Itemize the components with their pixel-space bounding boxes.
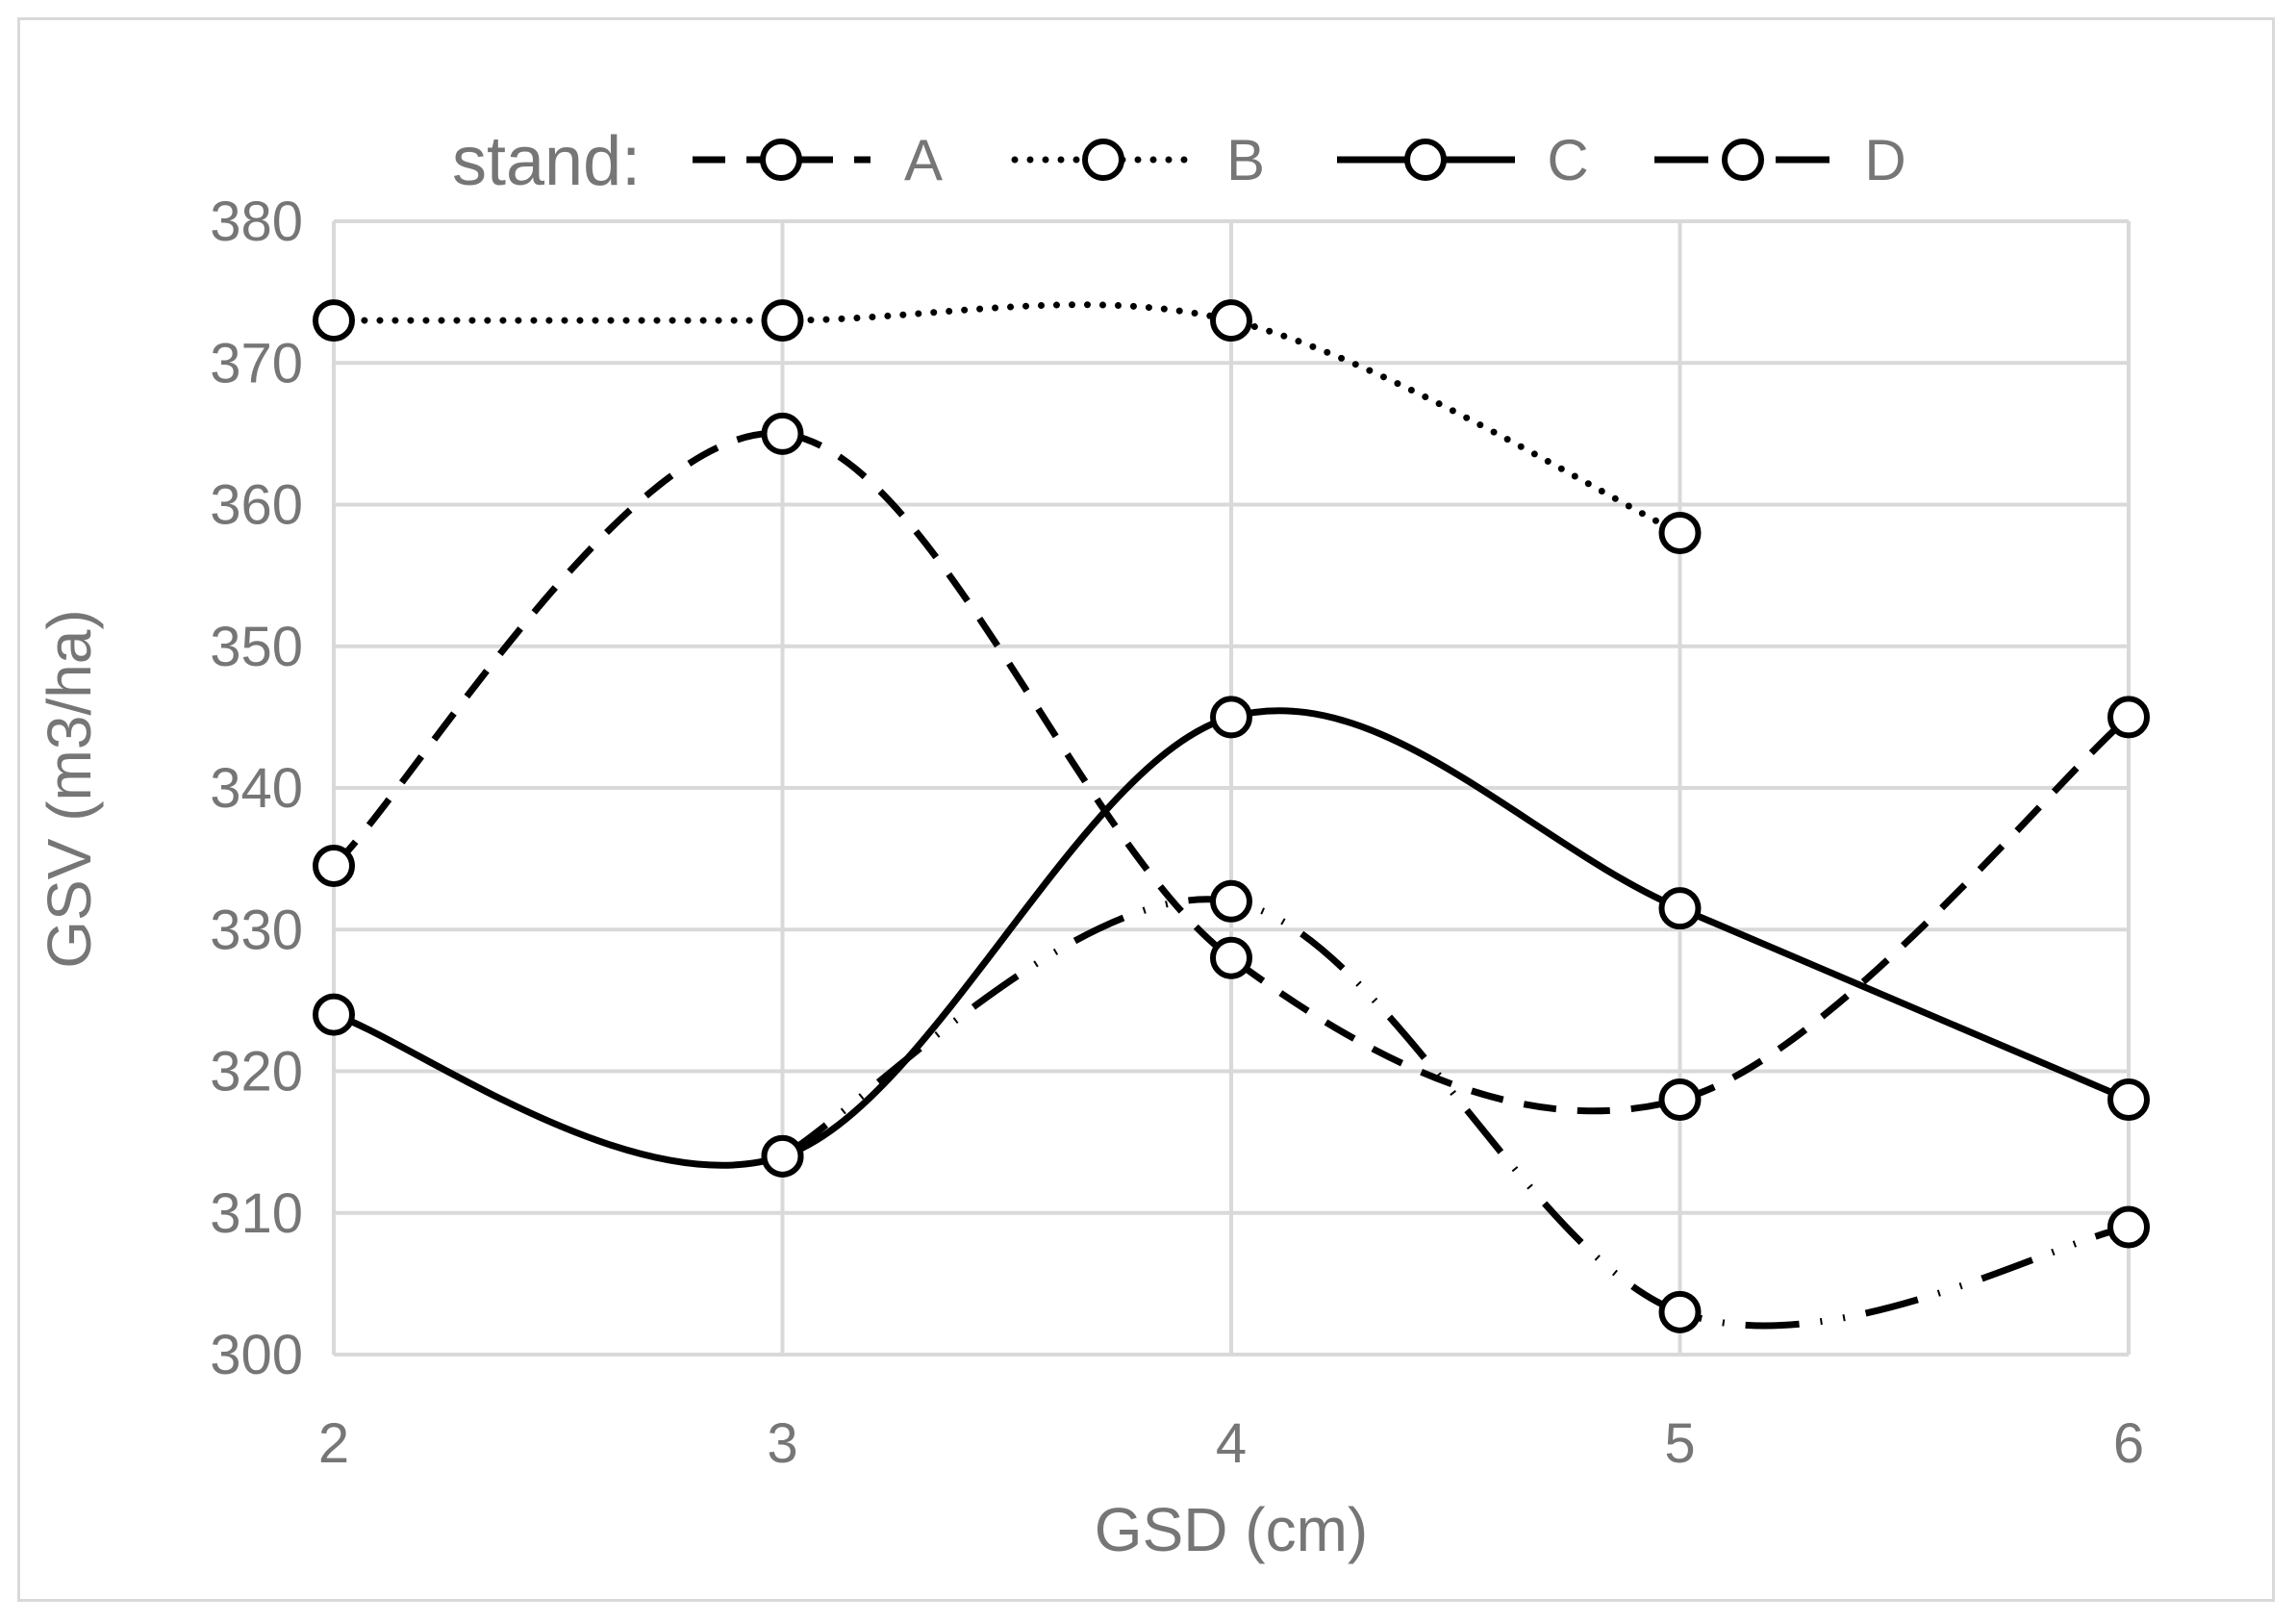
x-tick-label: 6 xyxy=(2113,1412,2144,1475)
x-tick-label: 3 xyxy=(767,1412,797,1475)
legend-marker-b xyxy=(1082,139,1124,181)
legend-label-c: C xyxy=(1547,128,1588,192)
legend-marker-c xyxy=(1404,139,1447,181)
legend-label-b: B xyxy=(1226,128,1265,192)
series-markers xyxy=(313,299,2150,1333)
series-line-b xyxy=(330,301,1683,537)
marker-b xyxy=(1658,511,1702,554)
marker-a xyxy=(761,412,804,455)
grid xyxy=(332,219,2131,1357)
marker-c xyxy=(1210,696,1252,739)
x-tick-label: 4 xyxy=(1216,1412,1247,1475)
marker-c xyxy=(1658,887,1702,930)
marker-a xyxy=(1658,1078,1702,1121)
marker-d xyxy=(761,1134,804,1178)
marker-d xyxy=(1210,879,1252,923)
y-tick-label: 350 xyxy=(210,616,303,678)
marker-c xyxy=(313,993,355,1036)
legend-marker-d xyxy=(1722,139,1764,181)
marker-a xyxy=(1210,936,1252,979)
legend-label-d: D xyxy=(1864,128,1905,192)
y-tick-label: 360 xyxy=(210,474,303,537)
y-tick-label: 340 xyxy=(210,757,303,820)
marker-a xyxy=(313,844,355,887)
chart-frame xyxy=(17,17,2275,1602)
series-line-a xyxy=(331,430,2132,1115)
marker-a xyxy=(2107,696,2150,739)
marker-b xyxy=(313,299,355,342)
marker-d xyxy=(2107,1205,2150,1249)
legend-label-a: A xyxy=(904,128,943,192)
tick-labels: 300 310 320 330 340 350 360 370 380 2 3 4 5 6 xyxy=(210,190,2144,1475)
marker-b xyxy=(1210,299,1252,342)
y-tick-label: 330 xyxy=(210,899,303,961)
y-tick-label: 300 xyxy=(210,1324,303,1386)
y-tick-label: 370 xyxy=(210,332,303,394)
x-tick-label: 5 xyxy=(1664,1412,1695,1475)
marker-c xyxy=(2107,1078,2150,1121)
y-tick-label: 380 xyxy=(210,190,303,253)
x-tick-label: 2 xyxy=(318,1412,349,1475)
legend: stand: A B C D xyxy=(452,123,1906,200)
series-line-d xyxy=(780,896,2130,1330)
y-tick-label: 310 xyxy=(210,1182,303,1245)
marker-b xyxy=(761,299,804,342)
y-tick-label: 320 xyxy=(210,1041,303,1103)
legend-marker-a xyxy=(760,139,802,181)
y-axis-title: GSV (m3/ha) xyxy=(35,609,104,968)
marker-d xyxy=(1658,1290,1702,1333)
legend-title: stand: xyxy=(452,123,641,200)
x-axis-title: GSD (cm) xyxy=(1095,1495,1368,1564)
